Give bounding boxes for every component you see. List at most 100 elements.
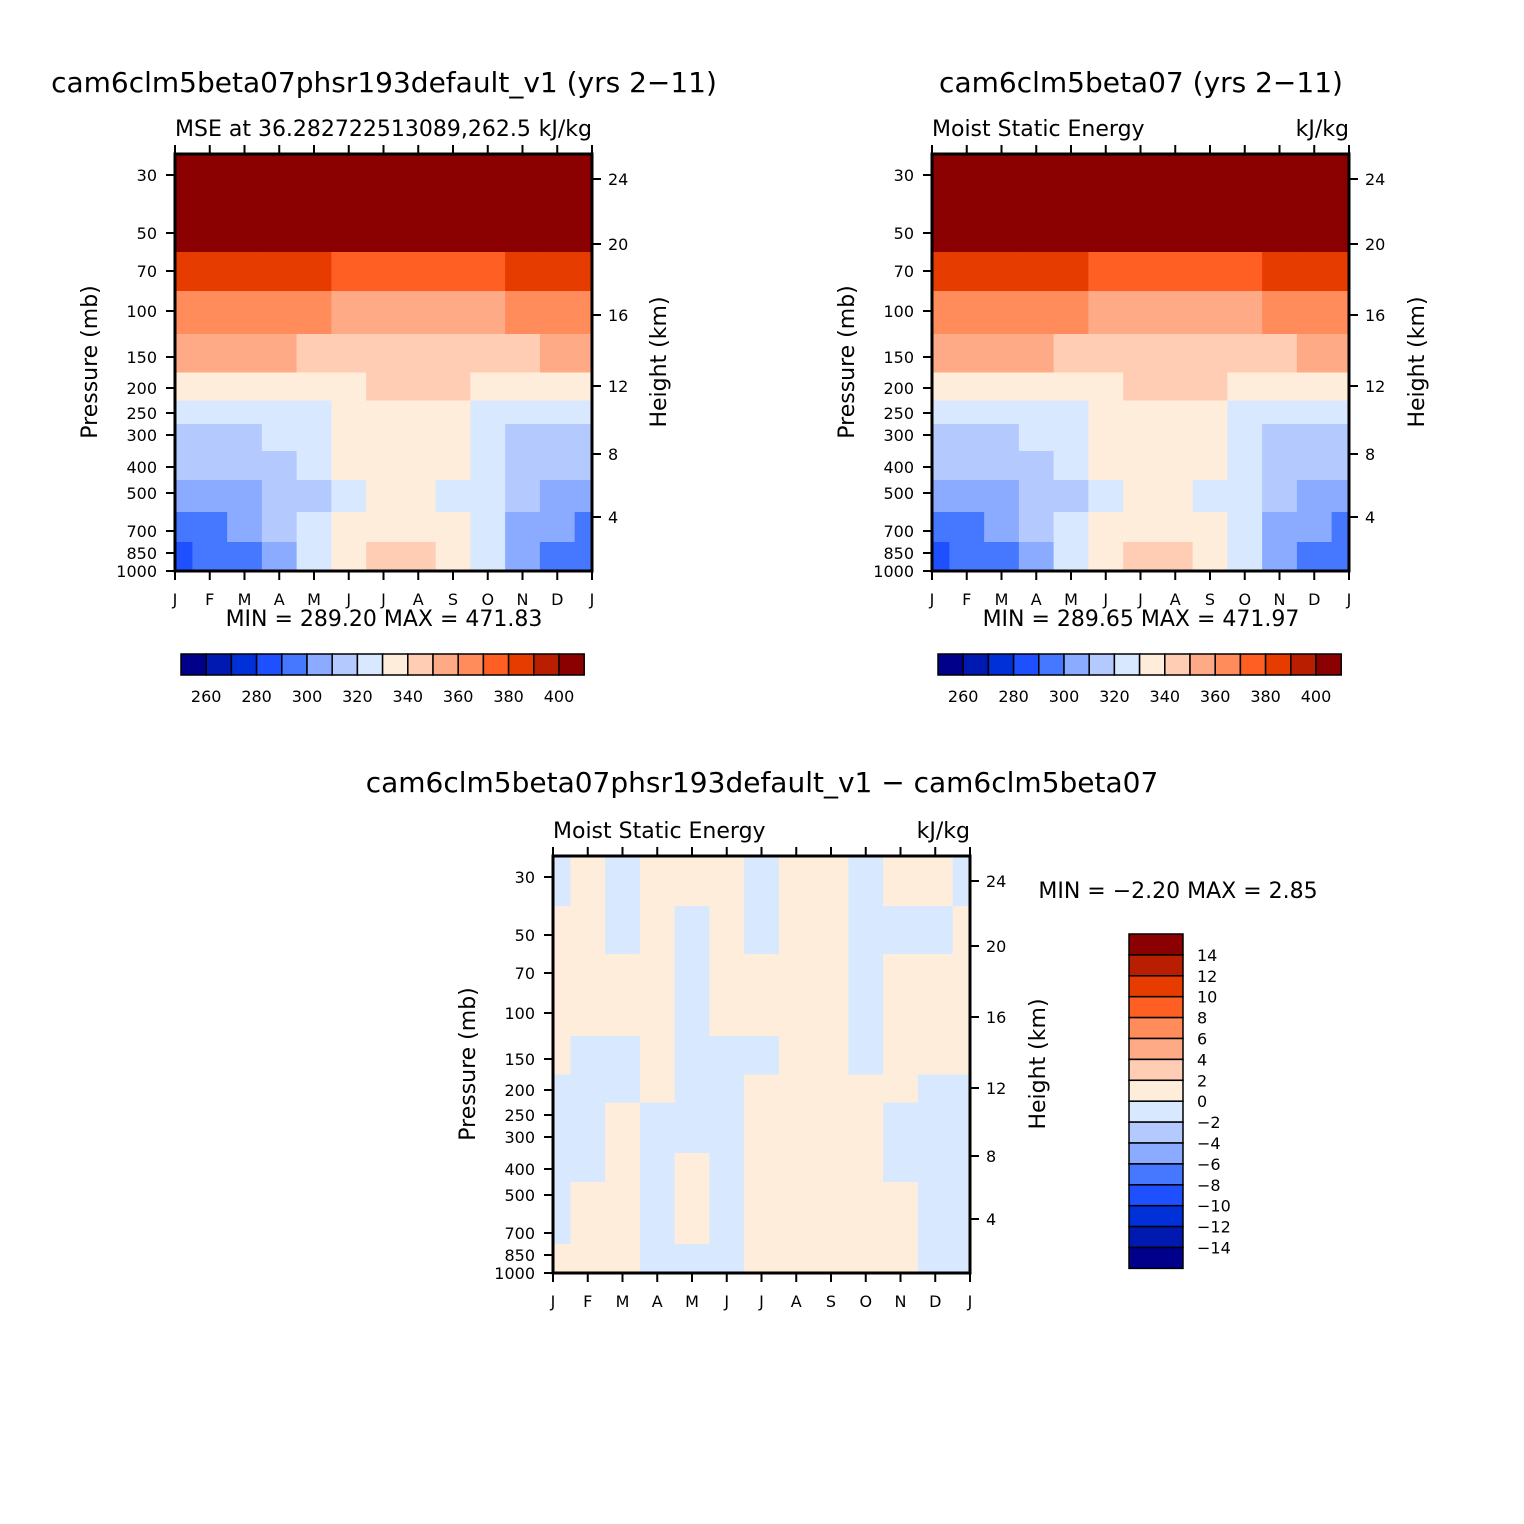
y-tick-label: 500 bbox=[883, 484, 914, 503]
contour-cell bbox=[296, 204, 332, 253]
contour-cell bbox=[984, 204, 1020, 253]
contour-cell bbox=[1262, 291, 1298, 335]
contour-cell bbox=[709, 954, 745, 994]
colorbar-swatch bbox=[306, 653, 333, 676]
panel-3-title: cam6clm5beta07phsr193default_v1 − cam6cl… bbox=[366, 766, 1159, 799]
colorbar-swatch bbox=[507, 653, 535, 676]
contour-cell bbox=[574, 542, 593, 563]
contour-cell bbox=[709, 1126, 745, 1154]
x-tick-label: J bbox=[967, 1292, 973, 1311]
contour-cell bbox=[539, 562, 576, 572]
contour-cell bbox=[605, 1102, 641, 1127]
contour-cell bbox=[605, 1244, 641, 1265]
x-tick-label: A bbox=[413, 590, 424, 609]
contour-cell bbox=[949, 400, 985, 425]
contour-cell bbox=[744, 1074, 780, 1104]
contour-cell bbox=[1331, 424, 1350, 452]
contour-cell bbox=[778, 1244, 815, 1265]
x-tick-label: A bbox=[652, 1292, 663, 1311]
contour-cell bbox=[949, 372, 985, 402]
contour-cell bbox=[1053, 400, 1089, 425]
contour-cell bbox=[952, 993, 971, 1037]
panel-3-axes: J F M A M J J A S O N D J 30 50 70 100 150 200 250 300 400 500… bbox=[494, 847, 1006, 1311]
contour-cell bbox=[639, 1244, 676, 1265]
contour-cell bbox=[400, 512, 437, 543]
contour-cell bbox=[1296, 204, 1333, 253]
colorbar-tick-label: 380 bbox=[493, 687, 524, 706]
contour-cell bbox=[192, 252, 228, 292]
contour-cell bbox=[227, 400, 263, 425]
contour-cell bbox=[848, 906, 884, 955]
contour-cell bbox=[435, 204, 471, 253]
contour-cell bbox=[984, 372, 1020, 402]
contour-cell bbox=[813, 954, 849, 994]
contour-cell bbox=[574, 334, 593, 374]
contour-cell bbox=[1018, 372, 1055, 402]
panel-1-contour-field bbox=[175, 154, 593, 572]
y2-tick-label: 4 bbox=[1365, 508, 1375, 527]
y-tick-label: 250 bbox=[504, 1106, 535, 1125]
contour-cell bbox=[917, 856, 954, 907]
contour-cell bbox=[1157, 291, 1194, 335]
contour-cell bbox=[227, 424, 263, 452]
contour-cell bbox=[1227, 372, 1263, 402]
contour-cell bbox=[1123, 204, 1159, 253]
contour-cell bbox=[1331, 372, 1350, 402]
y-tick-label: 200 bbox=[504, 1081, 535, 1100]
colorbar-swatch bbox=[558, 653, 585, 676]
contour-cell bbox=[674, 1074, 710, 1104]
contour-cell bbox=[605, 1264, 641, 1274]
y-tick-label: 150 bbox=[126, 348, 157, 367]
contour-cell bbox=[1088, 291, 1124, 335]
contour-cell bbox=[296, 154, 332, 205]
contour-cell bbox=[639, 993, 676, 1037]
panel-3-left-label: Moist Static Energy bbox=[553, 819, 766, 844]
contour-cell bbox=[1262, 451, 1298, 481]
contour-cell bbox=[435, 451, 471, 481]
panel-2-ylabel: Pressure (mb) bbox=[835, 285, 860, 439]
contour-cell bbox=[470, 204, 506, 253]
contour-cell bbox=[984, 291, 1020, 335]
x-tick-label: J bbox=[380, 590, 386, 609]
contour-cell bbox=[932, 451, 950, 481]
contour-cell bbox=[1123, 480, 1159, 513]
contour-cell bbox=[883, 1182, 919, 1215]
contour-cell bbox=[674, 1244, 710, 1265]
contour-cell bbox=[296, 400, 332, 425]
panel-2-min-max: MIN = 289.65 MAX = 471.97 bbox=[983, 607, 1300, 632]
contour-cell bbox=[400, 372, 437, 402]
panel-2-axes: J F M A M J J A S O N D J 30 50 70 100 150 200 250 300 400 500… bbox=[873, 145, 1385, 609]
contour-cell bbox=[175, 334, 193, 374]
x-tick-label: D bbox=[929, 1292, 941, 1311]
y-tick-label: 70 bbox=[894, 262, 914, 281]
contour-cell bbox=[1227, 400, 1263, 425]
contour-cell bbox=[1227, 480, 1263, 513]
contour-cell bbox=[1227, 252, 1263, 292]
contour-cell bbox=[1123, 400, 1159, 425]
x-tick-label: A bbox=[274, 590, 285, 609]
contour-cell bbox=[1088, 424, 1124, 452]
contour-cell bbox=[553, 1126, 571, 1154]
y-tick-label: 150 bbox=[883, 348, 914, 367]
contour-cell bbox=[470, 480, 506, 513]
contour-cell bbox=[570, 906, 606, 955]
contour-cell bbox=[296, 334, 332, 374]
contour-cell bbox=[813, 993, 849, 1037]
contour-cell bbox=[1262, 512, 1298, 543]
contour-cell bbox=[366, 334, 402, 374]
contour-cell bbox=[366, 480, 402, 513]
y2-tick-label: 20 bbox=[608, 235, 628, 254]
contour-cell bbox=[813, 1153, 849, 1183]
colorbar-tick-label: −10 bbox=[1197, 1197, 1231, 1216]
contour-cell bbox=[848, 1182, 884, 1215]
contour-cell bbox=[848, 1153, 884, 1183]
y-tick-label: 250 bbox=[126, 404, 157, 423]
contour-cell bbox=[932, 204, 950, 253]
contour-cell bbox=[574, 291, 593, 335]
contour-cell bbox=[778, 856, 815, 907]
colorbar-swatch bbox=[457, 653, 485, 676]
contour-cell bbox=[932, 334, 950, 374]
contour-cell bbox=[553, 993, 571, 1037]
contour-cell bbox=[539, 334, 576, 374]
